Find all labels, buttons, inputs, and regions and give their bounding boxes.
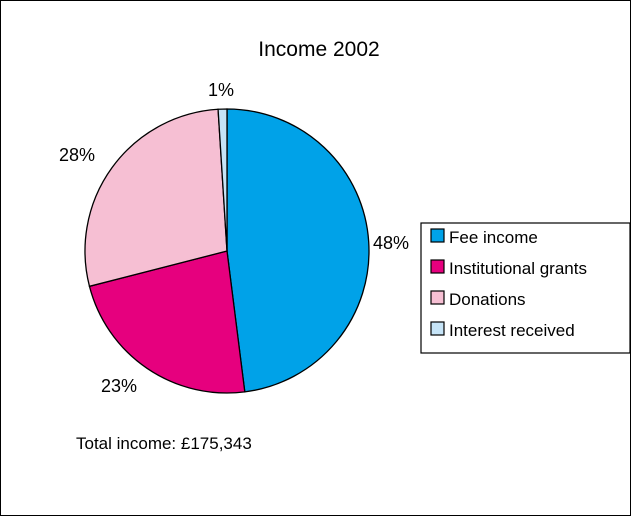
legend-swatch-donations	[430, 290, 445, 305]
legend-box	[420, 222, 631, 354]
value-label-institutional-grants: 23%	[101, 376, 137, 396]
pie-slice-institutional-grants	[88, 250, 246, 394]
pie-value-labels: 48% 23% 28% 1%	[59, 80, 409, 396]
pie-slices	[84, 108, 370, 394]
pie-slice-interest-received	[217, 108, 228, 252]
legend-swatch-fee-income	[430, 228, 445, 243]
value-label-interest-received: 1%	[208, 80, 234, 100]
pie-slice-donations	[84, 108, 228, 288]
legend: Fee income Institutional grants Donations I…	[420, 222, 631, 354]
legend-label-interest-received: Interest received	[449, 321, 575, 340]
legend-swatch-institutional-grants	[430, 259, 445, 274]
legend-label-donations: Donations	[449, 290, 526, 309]
value-label-donations: 28%	[59, 145, 95, 165]
value-label-fee-income: 48%	[373, 233, 409, 253]
total-income-annotation: Total income: £175,343	[76, 434, 252, 453]
legend-label-fee-income: Fee income	[449, 228, 538, 247]
legend-swatch-interest-received	[430, 321, 445, 336]
legend-label-institutional-grants: Institutional grants	[449, 259, 587, 278]
chart-title: Income 2002	[258, 38, 379, 61]
pie-slice-fee-income	[226, 108, 370, 393]
